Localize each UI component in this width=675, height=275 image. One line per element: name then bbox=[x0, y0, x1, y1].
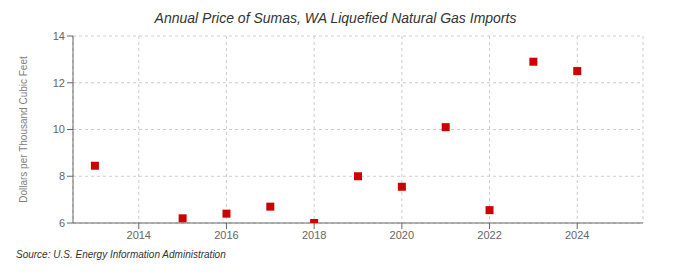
svg-text:6: 6 bbox=[59, 217, 65, 229]
svg-text:Dollars per Thousand Cubic Fee: Dollars per Thousand Cubic Feet bbox=[18, 56, 29, 203]
svg-text:14: 14 bbox=[53, 30, 65, 42]
svg-text:2024: 2024 bbox=[565, 229, 589, 241]
svg-text:8: 8 bbox=[59, 170, 65, 182]
svg-text:10: 10 bbox=[53, 123, 65, 135]
svg-text:2022: 2022 bbox=[477, 229, 501, 241]
svg-text:2020: 2020 bbox=[390, 229, 414, 241]
svg-text:12: 12 bbox=[53, 77, 65, 89]
html-text:Source: U.S. Energy Informatio: Source: U.S. Energy Information Administ… bbox=[16, 249, 226, 260]
svg-text:2014: 2014 bbox=[127, 229, 151, 241]
html-text:Annual Price of Sumas, WA Liqu: Annual Price of Sumas, WA Liquefied Natu… bbox=[154, 10, 517, 26]
svg-text:2016: 2016 bbox=[214, 229, 238, 241]
svg-text:2018: 2018 bbox=[302, 229, 326, 241]
